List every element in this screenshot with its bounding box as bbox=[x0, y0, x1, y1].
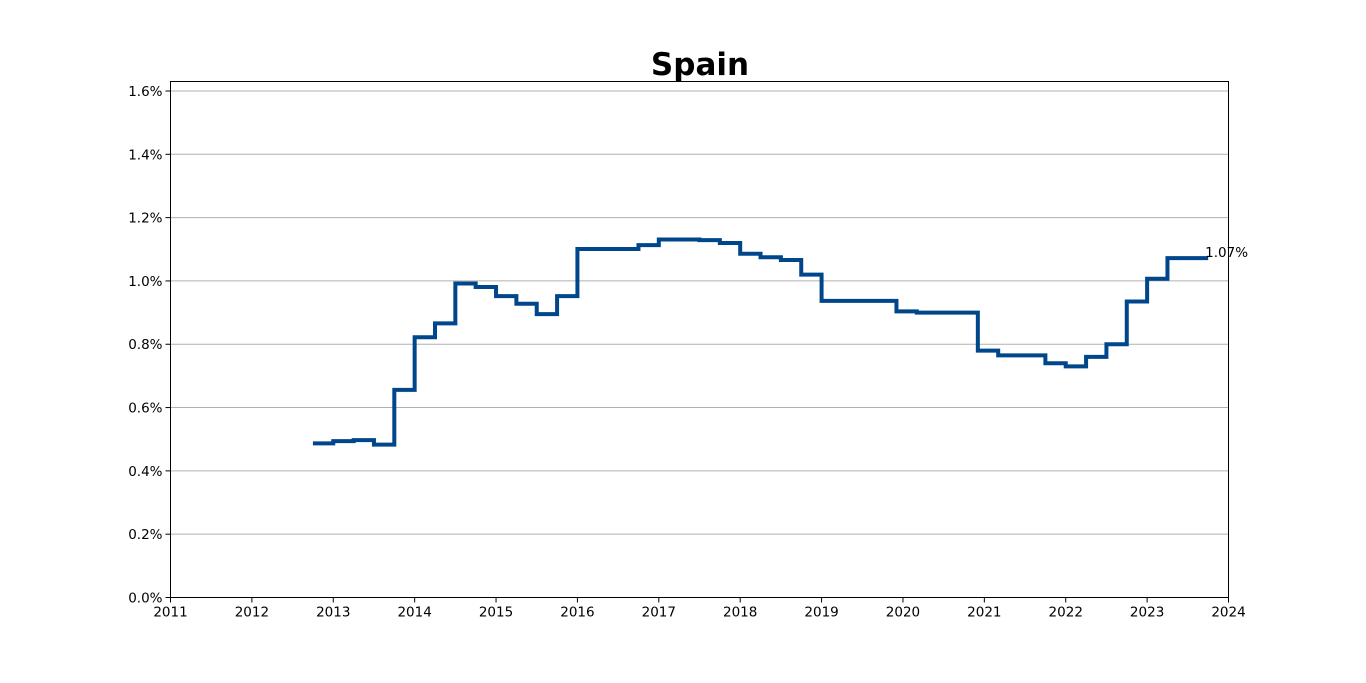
x-axis: 2011 2012 2013 2014 2015 2016 2017 2018 2019 2020… bbox=[153, 597, 1246, 621]
last-value-label: 1.07% bbox=[1205, 245, 1248, 261]
x-tick-label: 2013 bbox=[316, 605, 350, 621]
series-line-0 bbox=[312, 237, 1209, 447]
x-tick-label: 2021 bbox=[967, 605, 1001, 621]
y-tick-label: 1.6% bbox=[128, 84, 162, 100]
x-tick-label: 2020 bbox=[886, 605, 920, 621]
y-tick-label: 0.8% bbox=[128, 337, 162, 353]
x-tick-label: 2023 bbox=[1130, 605, 1164, 621]
x-tick-label: 2011 bbox=[153, 605, 187, 621]
y-tick-label: 0.6% bbox=[128, 401, 162, 417]
y-tick-label: 0.2% bbox=[128, 527, 162, 543]
chart-title: Spain bbox=[651, 47, 749, 83]
x-tick-label: 2022 bbox=[1049, 605, 1083, 621]
x-tick-label: 2024 bbox=[1211, 605, 1245, 621]
y-tick-label: 1.2% bbox=[128, 211, 162, 227]
x-tick-label: 2014 bbox=[397, 605, 431, 621]
x-tick-label: 2019 bbox=[804, 605, 838, 621]
y-tick-label: 0.0% bbox=[128, 591, 162, 607]
y-tick-label: 1.0% bbox=[128, 274, 162, 290]
y-axis: 0.0% 0.2% 0.4% 0.6% 0.8% 1.0% 1.2% 1.4% 1.6% bbox=[128, 84, 171, 607]
x-tick-label: 2015 bbox=[479, 605, 513, 621]
x-tick-label: 2012 bbox=[235, 605, 269, 621]
x-tick-label: 2016 bbox=[560, 605, 594, 621]
x-tick-label: 2018 bbox=[723, 605, 757, 621]
series-layer bbox=[312, 237, 1209, 447]
plot-frame bbox=[170, 81, 1229, 598]
x-tick-label: 2017 bbox=[642, 605, 676, 621]
y-tick-label: 1.4% bbox=[128, 147, 162, 163]
y-tick-label: 0.4% bbox=[128, 464, 162, 480]
grid-lines bbox=[170, 90, 1229, 535]
